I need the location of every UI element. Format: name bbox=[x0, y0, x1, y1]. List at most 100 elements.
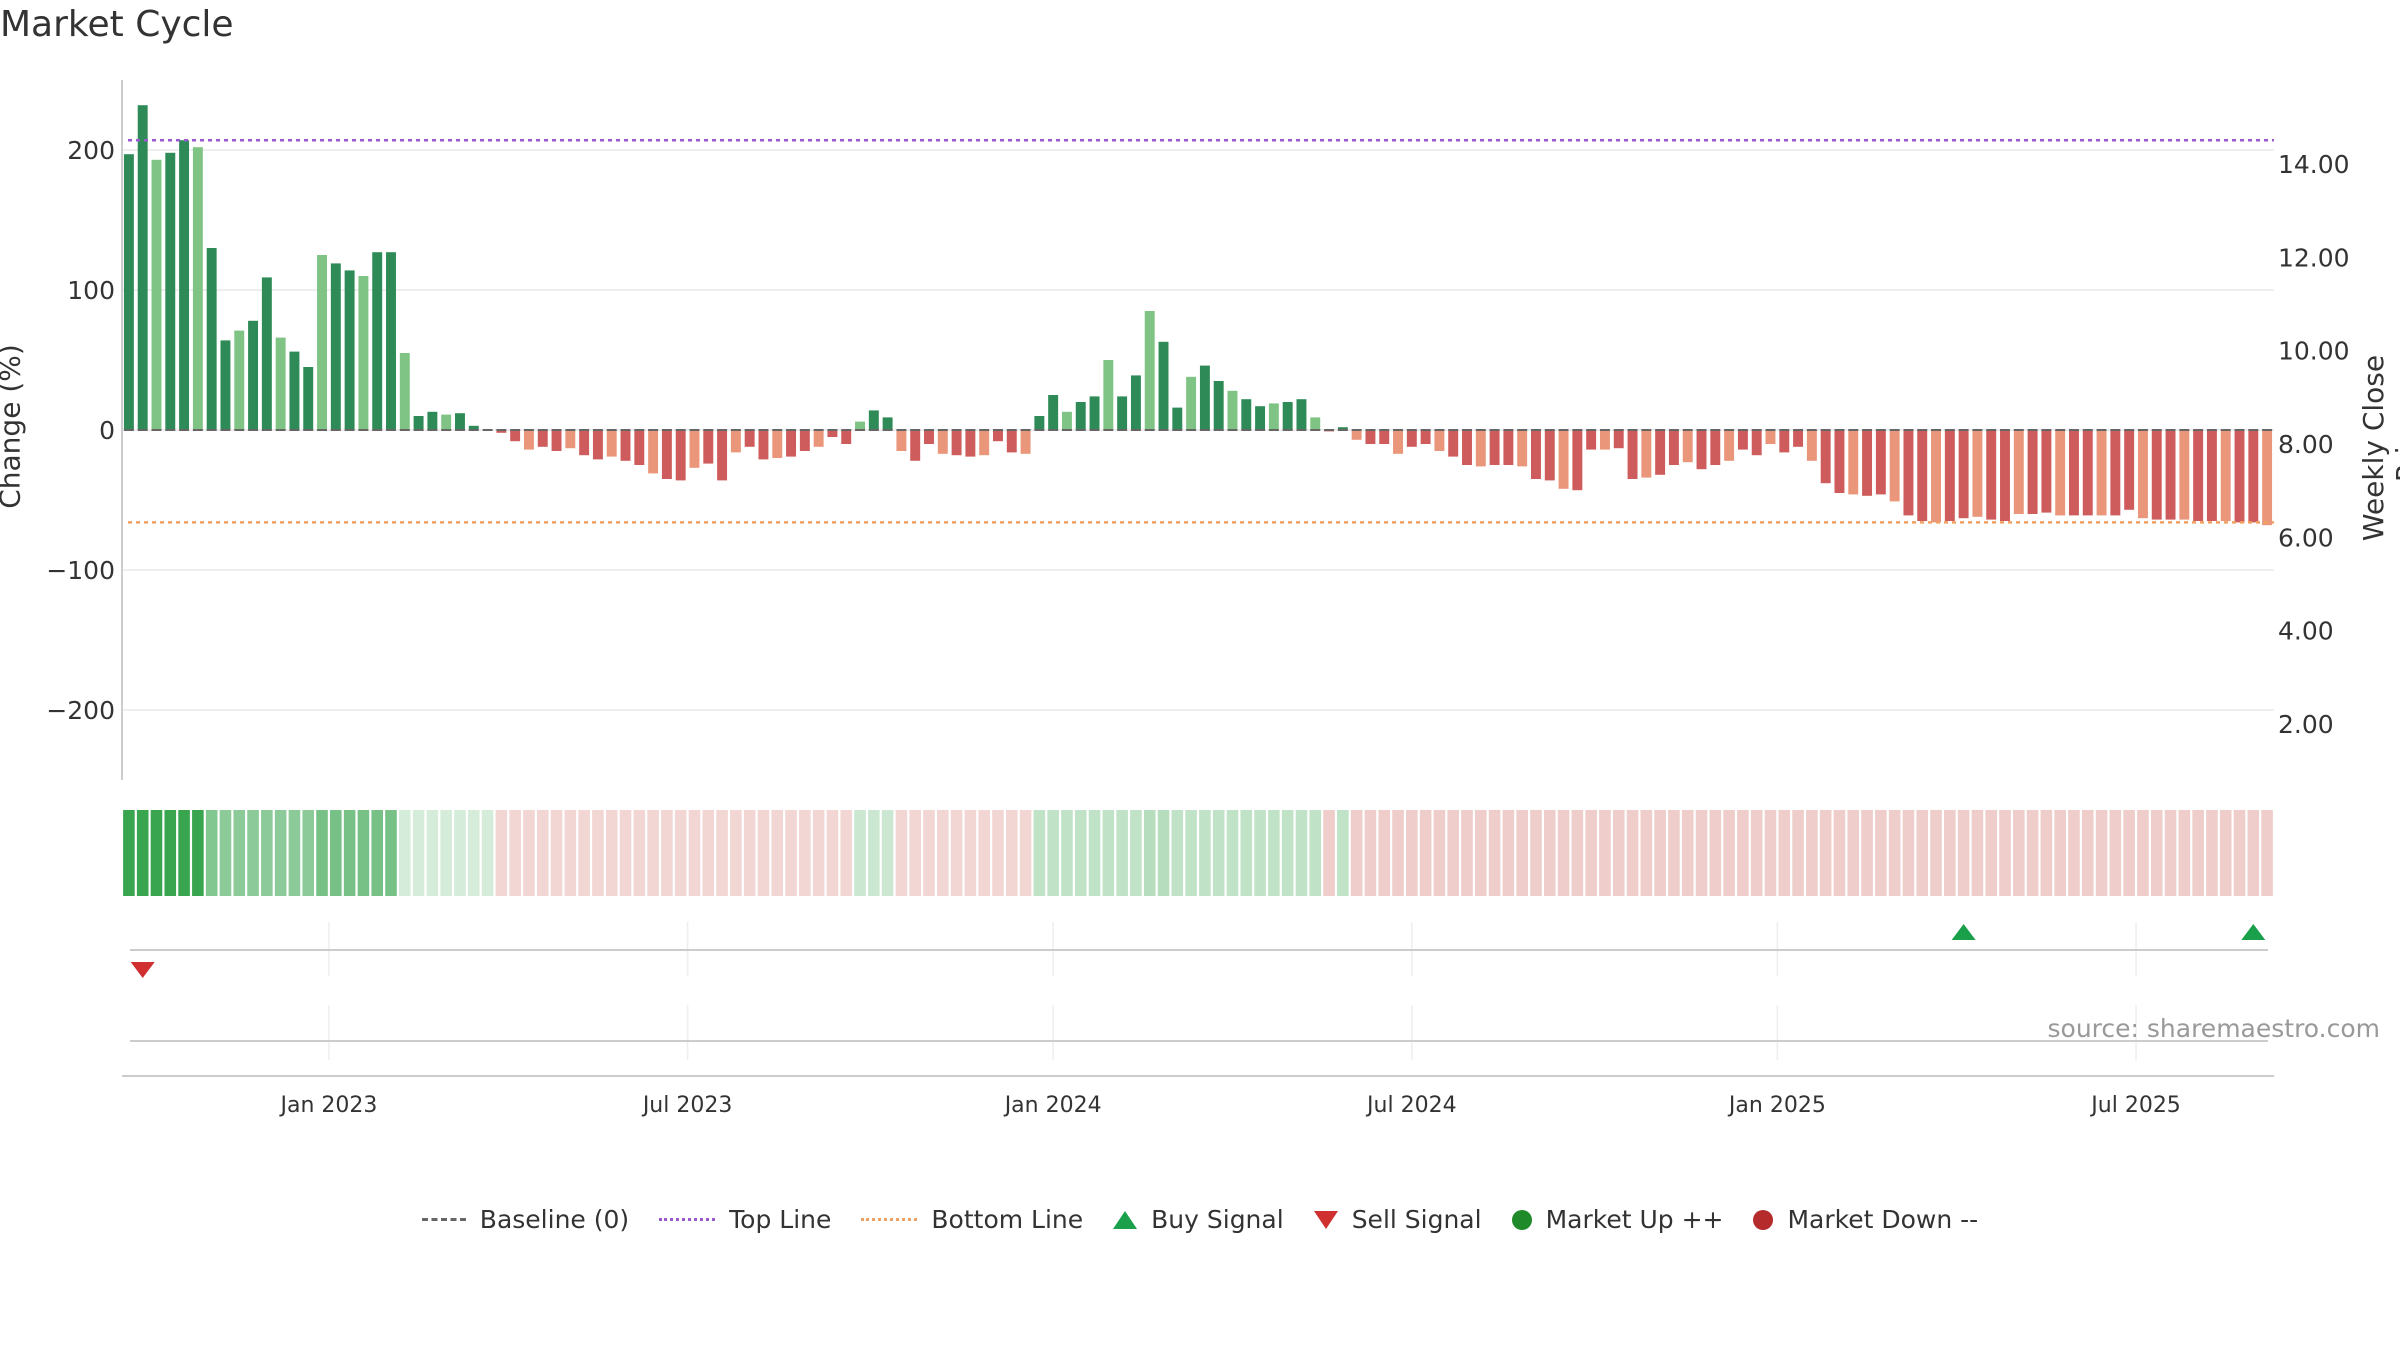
change-bar bbox=[261, 277, 272, 430]
baseline-dash-icon bbox=[421, 1218, 466, 1221]
change-bar bbox=[1765, 430, 1776, 444]
band-cell bbox=[1668, 810, 1680, 896]
change-bar bbox=[1806, 430, 1817, 461]
band-cell bbox=[1226, 810, 1239, 896]
y-tick-label-right: 12.00 bbox=[2278, 243, 2350, 272]
legend-item-buy-signal: Buy Signal bbox=[1113, 1205, 1284, 1234]
change-bar bbox=[924, 430, 934, 444]
change-bar bbox=[951, 430, 962, 456]
band-cell bbox=[1681, 810, 1694, 896]
change-bar bbox=[1917, 430, 1928, 521]
band-cell bbox=[1916, 810, 1929, 896]
change-bar bbox=[1199, 365, 1210, 430]
change-bar bbox=[1089, 396, 1100, 430]
band-cell bbox=[2247, 810, 2260, 896]
band-cell bbox=[467, 810, 480, 896]
change-bar bbox=[2041, 430, 2052, 513]
green-dot-icon bbox=[1511, 1209, 1532, 1230]
band-cell bbox=[826, 810, 839, 896]
band-cell bbox=[481, 810, 494, 896]
change-bar bbox=[468, 425, 479, 430]
change-bar bbox=[399, 353, 410, 430]
band-cell bbox=[150, 810, 163, 896]
change-bar bbox=[565, 430, 576, 449]
change-bar bbox=[606, 430, 617, 457]
change-bar bbox=[206, 248, 217, 430]
band-cell bbox=[812, 810, 825, 896]
band-cell bbox=[2123, 810, 2135, 896]
change-bar bbox=[689, 430, 700, 468]
change-bar bbox=[1186, 376, 1197, 430]
change-bar bbox=[413, 416, 424, 430]
band-cell bbox=[1543, 810, 1556, 896]
band-cell bbox=[1640, 810, 1653, 896]
band-cell bbox=[1516, 810, 1528, 896]
change-bar bbox=[1393, 430, 1403, 454]
band-cell bbox=[1157, 810, 1170, 896]
band-cell bbox=[1626, 810, 1639, 896]
band-cell bbox=[992, 810, 1004, 896]
band-cell bbox=[1406, 810, 1418, 896]
band-cell bbox=[1019, 810, 1032, 896]
change-bar bbox=[841, 430, 852, 444]
band-cell bbox=[2026, 810, 2039, 896]
band-cell bbox=[771, 810, 784, 896]
change-bar bbox=[1793, 430, 1804, 447]
change-bar bbox=[1779, 430, 1790, 453]
change-bar bbox=[910, 430, 921, 461]
change-bar bbox=[2220, 430, 2231, 521]
band-cell bbox=[1323, 810, 1335, 896]
band-cell bbox=[1295, 810, 1308, 896]
y-tick-label-right: 4.00 bbox=[2278, 617, 2334, 646]
x-tick-label: Jan 2024 bbox=[1003, 1093, 1102, 1118]
change-bar bbox=[1944, 430, 1955, 521]
band-cell bbox=[1833, 810, 1846, 896]
change-bar bbox=[1972, 430, 1983, 517]
red-dot-icon bbox=[1753, 1209, 1774, 1230]
change-bar bbox=[730, 430, 741, 453]
band-cell bbox=[868, 810, 880, 896]
change-bar bbox=[772, 430, 783, 458]
change-bar bbox=[2234, 430, 2245, 523]
band-cell bbox=[2206, 810, 2218, 896]
band-cell bbox=[1930, 810, 1942, 896]
change-bar bbox=[648, 430, 659, 474]
legend-label: Market Up ++ bbox=[1545, 1205, 1724, 1234]
band-cell bbox=[123, 810, 135, 896]
change-bar bbox=[1834, 430, 1845, 493]
band-cell bbox=[330, 810, 342, 896]
band-cell bbox=[357, 810, 370, 896]
change-bar bbox=[1931, 430, 1941, 523]
band-cell bbox=[1806, 810, 1818, 896]
band-cell bbox=[840, 810, 853, 896]
band-cell bbox=[1337, 810, 1349, 896]
change-bar bbox=[592, 430, 603, 460]
change-bar bbox=[634, 430, 645, 465]
change-bar bbox=[1696, 430, 1707, 470]
band-cell bbox=[1116, 810, 1128, 896]
x-tick-label: Jan 2025 bbox=[1727, 1093, 1826, 1118]
band-cell bbox=[2081, 810, 2094, 896]
change-bar bbox=[744, 430, 755, 447]
change-bar bbox=[1130, 375, 1141, 430]
change-bar bbox=[248, 320, 259, 430]
band-cell bbox=[371, 810, 383, 896]
band-cell bbox=[1240, 810, 1253, 896]
band-cell bbox=[426, 810, 439, 896]
change-bar bbox=[303, 367, 314, 430]
band-cell bbox=[757, 810, 770, 896]
legend-label: Sell Signal bbox=[1351, 1205, 1482, 1234]
y-tick-label-right: 6.00 bbox=[2278, 523, 2334, 552]
change-bar bbox=[1517, 430, 1528, 467]
band-cell bbox=[2233, 810, 2246, 896]
change-bar bbox=[1268, 403, 1279, 430]
change-bar bbox=[1213, 381, 1224, 430]
band-cell bbox=[799, 810, 811, 896]
band-cell bbox=[923, 810, 935, 896]
change-bar bbox=[1048, 395, 1059, 430]
band-cell bbox=[1350, 810, 1363, 896]
y-tick-label-right: 14.00 bbox=[2278, 150, 2350, 179]
change-bar bbox=[1862, 430, 1873, 496]
change-bar bbox=[510, 430, 521, 442]
